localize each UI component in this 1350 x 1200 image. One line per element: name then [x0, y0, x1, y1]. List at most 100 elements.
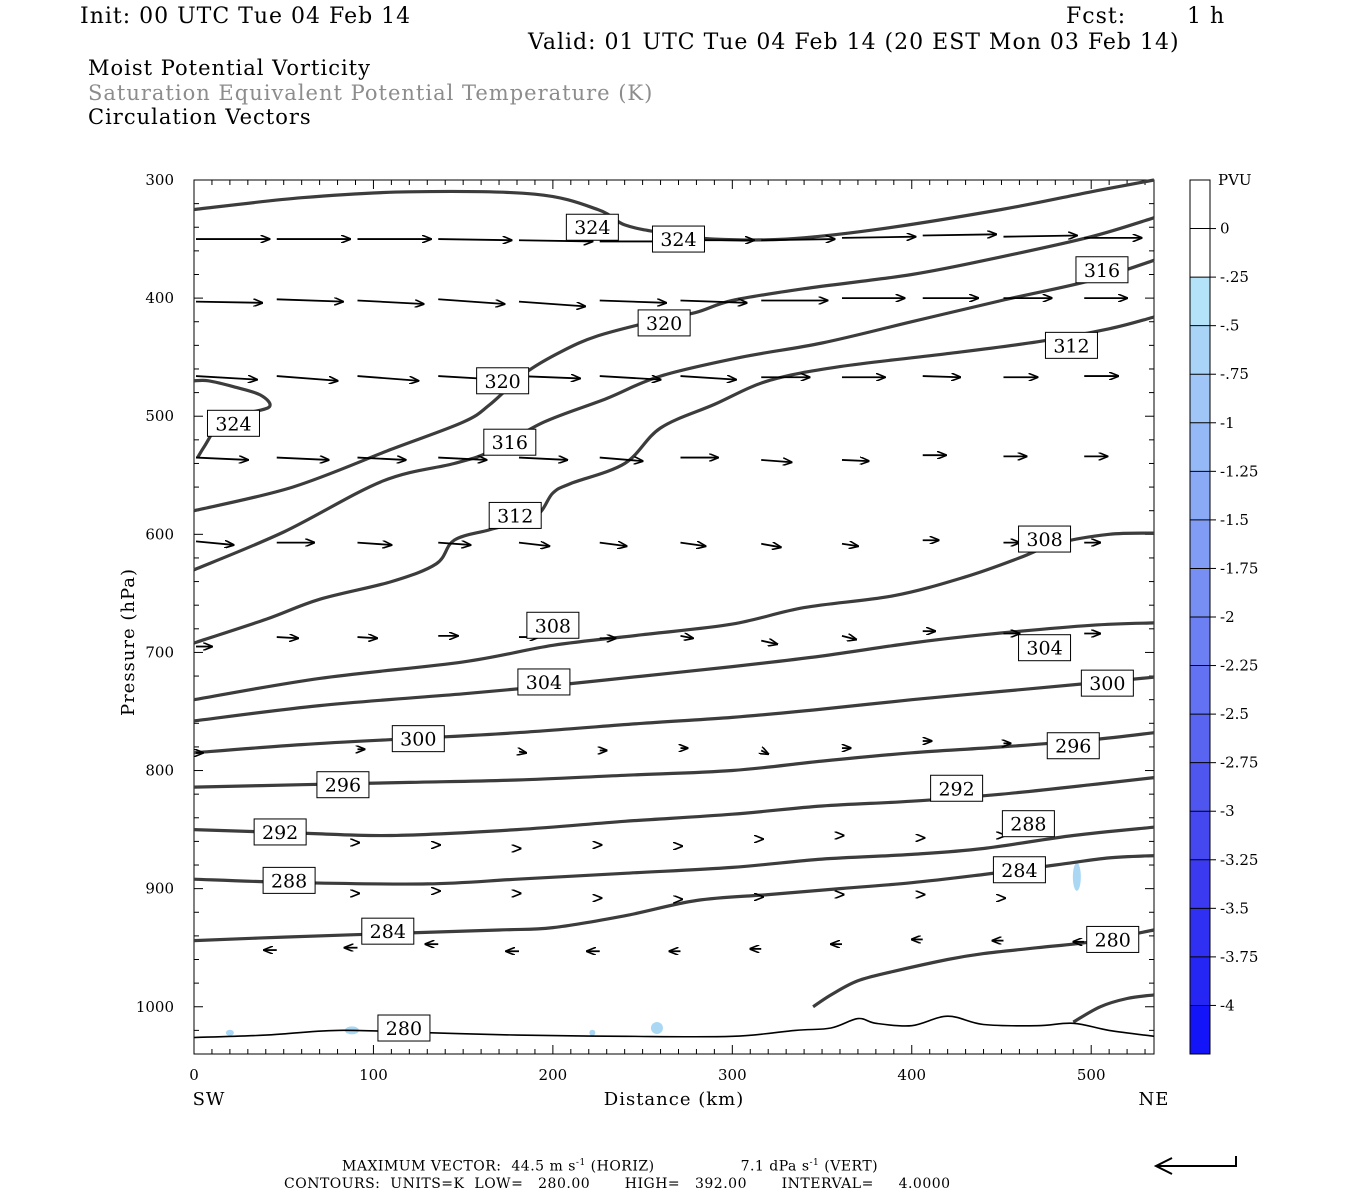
- colorbar-swatch: [1190, 277, 1210, 326]
- circulation-vector: [276, 375, 338, 381]
- contour-308: [193, 531, 1155, 702]
- x-end-label-left: SW: [193, 1089, 226, 1110]
- circulation-vector: [276, 637, 298, 638]
- colorbar-swatch: [1190, 665, 1210, 715]
- contour-label: 280: [386, 1018, 422, 1040]
- max-vector-horiz: (HORIZ): [585, 1158, 655, 1175]
- circulation-vector: [761, 544, 781, 548]
- contour-label-box: [488, 501, 542, 529]
- colorbar-label: -.75: [1220, 365, 1249, 383]
- circulation-vector: [438, 458, 486, 460]
- contour-label: 296: [325, 775, 361, 797]
- valid-time: Valid: 01 UTC Tue 04 Feb 14 (20 EST Mon …: [528, 30, 1180, 55]
- contour-label-box: [1075, 256, 1129, 284]
- circulation-vector: [195, 302, 262, 303]
- circulation-vector: [518, 240, 592, 241]
- colorbar-swatch: [1190, 908, 1210, 957]
- circulation-vector: [841, 636, 856, 640]
- contour-label: 288: [1010, 814, 1046, 836]
- contour-label: 312: [1053, 335, 1089, 357]
- colorbar-swatch: [1190, 617, 1210, 666]
- colorbar-swatch: [1190, 568, 1210, 617]
- forecast-hour: 1 h: [1187, 4, 1226, 29]
- contour-label-box: [391, 725, 445, 753]
- x-tick-label: 500: [1077, 1066, 1106, 1084]
- mpv-shading-patch: [589, 1029, 596, 1036]
- circulation-vector: [599, 300, 666, 302]
- reference-vector-head: [1153, 1157, 1173, 1175]
- circulation-vector: [518, 300, 585, 307]
- contour-label: 300: [400, 729, 436, 751]
- x-tick-label: 100: [359, 1066, 388, 1084]
- colorbar-label: -1: [1220, 414, 1235, 432]
- forecast-label: Fcst:: [1066, 4, 1127, 29]
- plot-frame: [193, 179, 1155, 1055]
- max-vector-vert-value: 7.1 dPa s: [740, 1158, 810, 1175]
- colorbar-label: -1.75: [1220, 559, 1258, 577]
- contour-label-box: [1080, 669, 1134, 697]
- circulation-vector: [680, 300, 746, 302]
- circulation-vector: [438, 298, 504, 304]
- contour-label-box: [316, 771, 370, 799]
- init-time: Init: 00 UTC Tue 04 Feb 14: [80, 4, 412, 29]
- colorbar-swatch: [1190, 859, 1210, 909]
- colorbar-label: -1.25: [1220, 462, 1258, 480]
- circulation-vector: [761, 239, 834, 240]
- contour-312: [193, 315, 1155, 645]
- contour-280: [193, 1015, 1155, 1039]
- circulation-vector: [276, 299, 343, 301]
- colorbar-swatch: [1190, 422, 1210, 472]
- circulation-vector: [680, 376, 735, 380]
- colorbar-label: -2: [1220, 608, 1235, 626]
- contour-label: 304: [1026, 638, 1062, 660]
- colorbar-swatch: [1190, 1005, 1210, 1054]
- contour-label: 288: [271, 870, 307, 892]
- colorbar-swatch: [1190, 471, 1210, 520]
- contour-label-box: [651, 225, 705, 253]
- contour-label-box: [1044, 331, 1098, 359]
- circulation-vector: [357, 375, 418, 381]
- colorbar-swatch: [1190, 180, 1210, 229]
- x-end-label-right: NE: [1139, 1089, 1170, 1110]
- contour-label: 308: [1026, 529, 1062, 551]
- circulation-vector: [276, 458, 329, 460]
- contour-label: 280: [1095, 929, 1131, 951]
- contour-label: 292: [262, 822, 298, 844]
- max-vector-sup1: -1: [575, 1158, 586, 1168]
- contour-label: 320: [485, 371, 521, 393]
- colorbar-label: -1.5: [1220, 511, 1249, 529]
- colorbar-label: -3.25: [1220, 851, 1258, 869]
- circulation-vector: [518, 458, 567, 460]
- x-tick-label: 200: [539, 1066, 568, 1084]
- contour-label-box: [992, 856, 1046, 884]
- contour-label: 320: [646, 313, 682, 335]
- y-tick-label: 500: [145, 407, 174, 425]
- contour-label-box: [930, 774, 984, 802]
- contour-304: [193, 621, 1155, 723]
- colorbar-title: PVU: [1218, 171, 1252, 189]
- max-vector-line: MAXIMUM VECTOR: 44.5 m s-1 (HORIZ) 7.1 dP…: [342, 1158, 878, 1175]
- max-vector-sup2: -1: [809, 1158, 820, 1168]
- circulation-vector: [841, 544, 858, 546]
- contour-label: 300: [1089, 673, 1125, 695]
- circulation-vector: [599, 458, 643, 462]
- contour-label-box: [1018, 525, 1072, 553]
- contour-288: [193, 825, 1155, 886]
- colorbar-label: -.5: [1220, 317, 1239, 335]
- contour-label: 292: [938, 778, 974, 800]
- colorbar-swatch: [1190, 714, 1210, 763]
- y-tick-label: 600: [145, 525, 174, 543]
- contour-label-box: [262, 866, 316, 894]
- contour-label-box: [253, 818, 307, 846]
- contour-label-box: [1001, 810, 1055, 838]
- contour-label-box: [476, 367, 530, 395]
- circulation-vector: [680, 543, 705, 547]
- contours-info: CONTOURS: UNITS=K LOW= 280.00 HIGH= 392.…: [284, 1176, 951, 1192]
- circulation-vector: [438, 543, 470, 545]
- circulation-vector: [438, 239, 511, 240]
- contour-label: 312: [497, 505, 533, 527]
- contour-label-box: [483, 428, 537, 456]
- contour-324: [193, 378, 272, 459]
- max-vector-vert: (VERT): [819, 1158, 879, 1175]
- circulation-vector: [599, 543, 627, 547]
